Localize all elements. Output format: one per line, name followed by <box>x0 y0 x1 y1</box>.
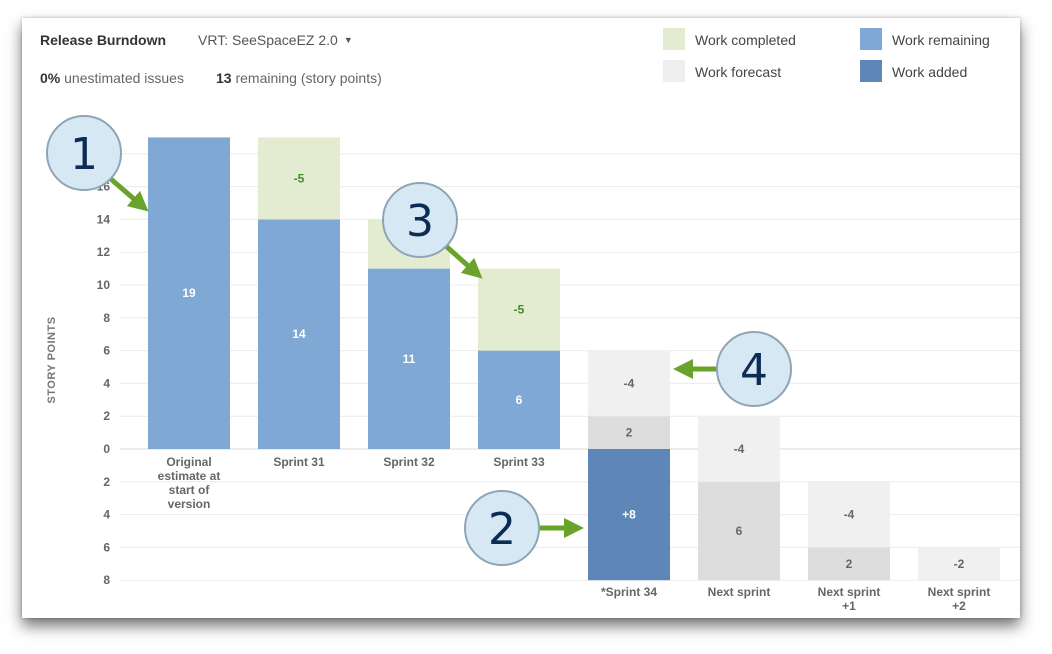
y-tick-label: 6 <box>103 344 110 358</box>
callout-number: 4 <box>740 345 768 396</box>
category-label: Sprint 32 <box>383 455 435 469</box>
remaining-label: remaining (story points) <box>235 70 382 86</box>
bar-value-label: 6 <box>516 393 523 407</box>
y-tick-label: 0 <box>103 442 110 456</box>
bar-segment-remaining <box>258 219 340 449</box>
callout-number: 2 <box>488 504 516 555</box>
category-label: Sprint 31 <box>273 455 325 469</box>
bar-segment-forecast <box>698 416 780 482</box>
callout-2: 2 <box>464 490 584 566</box>
callout-arrow <box>109 177 149 212</box>
legend-label-completed: Work completed <box>695 32 796 48</box>
bar-segment-completed <box>258 137 340 220</box>
y-tick-label: 12 <box>97 245 111 259</box>
unestimated-stat: 0% unestimated issues <box>40 70 184 86</box>
category-label: Original estimate at start of version <box>158 455 221 511</box>
legend-label-added: Work added <box>892 64 968 80</box>
bar-value-label: -4 <box>844 508 855 522</box>
bar-value-label: -4 <box>734 442 745 456</box>
report-title: Release Burndown <box>40 32 167 48</box>
version-select[interactable]: VRT: SeeSpaceEZ 2.0 ▼ <box>198 32 353 48</box>
y-tick-label: 8 <box>103 573 110 587</box>
callout-arrow <box>444 244 483 279</box>
callout-number: 3 <box>406 196 434 247</box>
callout-circle <box>382 182 458 258</box>
y-tick-label: 8 <box>103 311 110 325</box>
unestimated-pct: 0% <box>40 70 61 86</box>
bar-segment-completed <box>478 268 560 351</box>
y-tick-label: 6 <box>103 540 110 554</box>
y-tick-label: 10 <box>97 278 111 292</box>
callout-circle <box>464 490 540 566</box>
y-tick-label: 14 <box>97 212 111 226</box>
callout-circle <box>716 331 792 407</box>
remaining-stat: 13 remaining (story points) <box>216 70 382 86</box>
y-tick-label: 4 <box>103 376 110 390</box>
bar-segment-remaining <box>478 350 560 449</box>
bar-value-label: -5 <box>294 171 305 185</box>
bar-segment-forecast_remaining <box>808 547 890 581</box>
bar-segment-forecast_remaining <box>588 416 670 449</box>
bar-value-label: 11 <box>403 352 416 366</box>
legend-swatch-forecast <box>663 60 685 82</box>
bar-segment-forecast <box>808 481 890 548</box>
bar-segment-forecast <box>588 350 670 417</box>
bar-segment-remaining <box>368 268 450 449</box>
legend-label-remaining: Work remaining <box>892 32 990 48</box>
y-tick-label: 2 <box>103 475 110 489</box>
bar-value-label: -4 <box>624 376 635 390</box>
bar-value-label: 2 <box>626 426 633 440</box>
version-select-label: VRT: SeeSpaceEZ 2.0 <box>198 32 338 48</box>
category-label: Next sprint +1 <box>818 585 881 613</box>
category-label: Sprint 33 <box>493 455 545 469</box>
bar-value-label: +8 <box>622 508 636 522</box>
category-label: Next sprint <box>708 585 771 599</box>
bar-segment-forecast_remaining <box>698 481 780 581</box>
bar-value-label: -5 <box>514 303 525 317</box>
bar-value-label: 14 <box>292 327 306 341</box>
legend-swatch-remaining <box>860 28 882 50</box>
bar-segment-remaining <box>148 137 230 449</box>
y-tick-label: 4 <box>103 508 110 522</box>
legend-swatch-completed <box>663 28 685 50</box>
bar-value-label: 6 <box>736 524 743 538</box>
category-label: *Sprint 34 <box>601 585 657 599</box>
y-tick-label: 2 <box>103 409 110 423</box>
remaining-count: 13 <box>216 70 232 86</box>
callout-4: 4 <box>673 331 792 407</box>
category-label: Next sprint +2 <box>928 585 991 613</box>
chevron-down-icon: ▼ <box>343 35 353 45</box>
bar-value-label: -2 <box>954 557 965 571</box>
bar-segment-forecast <box>918 547 1000 581</box>
callout-number: 1 <box>70 129 98 180</box>
callout-1: 1 <box>46 115 149 212</box>
y-axis-label: STORY POINTS <box>46 316 58 403</box>
bar-value-label: 2 <box>846 557 853 571</box>
unestimated-label: unestimated issues <box>64 70 184 86</box>
legend-swatch-added <box>860 60 882 82</box>
bar-value-label: 19 <box>182 286 196 300</box>
callout-circle <box>46 115 122 191</box>
callout-3: 3 <box>382 182 483 279</box>
legend-label-forecast: Work forecast <box>695 64 782 80</box>
bar-segment-added <box>588 449 670 581</box>
